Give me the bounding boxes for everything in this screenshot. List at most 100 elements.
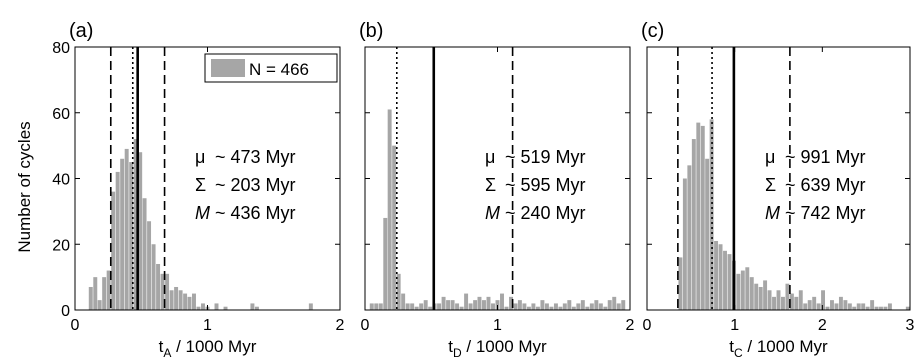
histogram-bar xyxy=(115,171,120,310)
histogram-bar xyxy=(682,178,687,310)
histogram-bar xyxy=(423,300,428,310)
histogram-bar xyxy=(856,303,861,310)
histogram-bar xyxy=(156,263,161,310)
histogram-bar xyxy=(535,306,540,310)
histogram-bar xyxy=(727,254,732,310)
y-tick-label: 0 xyxy=(61,303,70,320)
histogram-bar xyxy=(781,296,785,310)
histogram-bar xyxy=(616,303,621,310)
y-tick-label: 20 xyxy=(52,237,70,254)
histogram-bar xyxy=(383,217,388,310)
histogram-bar xyxy=(129,162,134,310)
histogram-bar xyxy=(696,122,701,310)
histogram-bar xyxy=(807,300,812,310)
histogram-bar xyxy=(369,303,374,310)
histogram-bar xyxy=(509,296,513,310)
histogram-bar xyxy=(504,306,509,310)
histogram-bar xyxy=(763,280,768,310)
histogram-bar xyxy=(821,290,825,310)
histogram-bar xyxy=(883,306,888,310)
x-tick-label: 0 xyxy=(643,317,652,334)
histogram-bar xyxy=(142,198,147,310)
histogram-bar xyxy=(847,303,852,310)
y-axis-label: Number of cycles xyxy=(15,121,34,252)
histogram-bar xyxy=(102,277,107,311)
histogram-bar xyxy=(607,300,612,310)
histogram-bar xyxy=(803,303,808,310)
histogram-bar xyxy=(767,290,772,310)
histogram-bar xyxy=(571,306,576,310)
histogram-bar xyxy=(378,303,383,310)
panel-label: (a) xyxy=(69,20,93,42)
histogram-bar xyxy=(196,306,201,310)
histogram-bar xyxy=(812,296,817,310)
histogram-bar xyxy=(621,300,626,310)
histogram-bar xyxy=(428,306,433,310)
x-tick-label: 2 xyxy=(818,317,827,334)
histogram-bar xyxy=(419,303,424,310)
histogram-bar xyxy=(603,306,608,310)
histogram-bar xyxy=(165,273,170,310)
histogram-bar xyxy=(174,286,179,310)
histogram-bar xyxy=(861,303,866,310)
histogram-bar xyxy=(678,257,683,310)
histogram-bar xyxy=(772,296,776,310)
histogram-bar xyxy=(709,119,714,310)
x-tick-label: 1 xyxy=(493,317,502,334)
histogram-bar xyxy=(852,306,857,310)
histogram-bar xyxy=(223,306,228,310)
histogram-bar xyxy=(500,293,504,310)
histogram-bar xyxy=(446,300,451,310)
histogram-bar xyxy=(192,293,196,310)
histogram-bar xyxy=(567,300,572,310)
stat-sigma-symbol: Σ xyxy=(195,175,206,195)
histogram-bar xyxy=(540,300,545,310)
histogram-bar xyxy=(723,250,727,310)
panel-2: 0 1 2 (b) tD / 1000 Myr μ ~ 519 Myr Σ ~ 595 MyrM… xyxy=(359,20,635,360)
stat-median-value: ~ 742 Myr xyxy=(785,203,866,223)
histogram-bar xyxy=(214,303,219,310)
x-tick-label: 1 xyxy=(203,317,212,334)
histogram-bar xyxy=(147,221,152,310)
stat-median-value: ~ 240 Myr xyxy=(505,203,586,223)
histogram-bar xyxy=(441,296,446,310)
histogram-bar xyxy=(874,306,879,310)
histogram-bar xyxy=(387,109,392,311)
histogram-bar xyxy=(798,290,803,310)
histogram-bar xyxy=(133,139,138,310)
legend: N = 466 xyxy=(204,53,338,83)
x-axis-label: tA / 1000 Myr xyxy=(159,337,257,360)
histogram-bar xyxy=(531,303,536,310)
histogram-bar xyxy=(562,303,567,310)
histogram-bar xyxy=(455,303,460,310)
histogram-bar xyxy=(308,303,313,310)
histogram-bar xyxy=(887,303,892,310)
histogram-bar xyxy=(544,303,549,310)
x-tick-label: 0 xyxy=(361,317,370,334)
histogram-bar xyxy=(183,293,188,310)
histogram-bar xyxy=(879,306,883,310)
y-tick-label: 60 xyxy=(52,106,70,123)
histogram-bar xyxy=(396,273,401,310)
histogram-bar xyxy=(687,165,692,310)
x-tick-label: 2 xyxy=(336,317,345,334)
histogram-bar xyxy=(553,303,558,310)
histogram-bar xyxy=(714,240,719,310)
stat-sigma-value: ~ 639 Myr xyxy=(785,175,866,195)
histogram-bar xyxy=(106,270,111,310)
histogram-bar xyxy=(576,303,581,310)
histogram-bar xyxy=(93,277,98,311)
histogram-bar xyxy=(558,306,563,310)
histogram-bar xyxy=(138,152,143,310)
histogram-bar xyxy=(789,293,794,310)
histogram-bar xyxy=(794,296,799,310)
histogram-bar xyxy=(691,139,696,310)
histogram-bar xyxy=(414,306,419,310)
stat-median-symbol: M xyxy=(195,203,210,223)
histogram-bar xyxy=(517,300,522,310)
histogram-bar xyxy=(745,267,750,310)
histogram-bar xyxy=(477,296,482,310)
histogram-bar xyxy=(88,286,93,310)
histogram-bar xyxy=(776,290,781,310)
